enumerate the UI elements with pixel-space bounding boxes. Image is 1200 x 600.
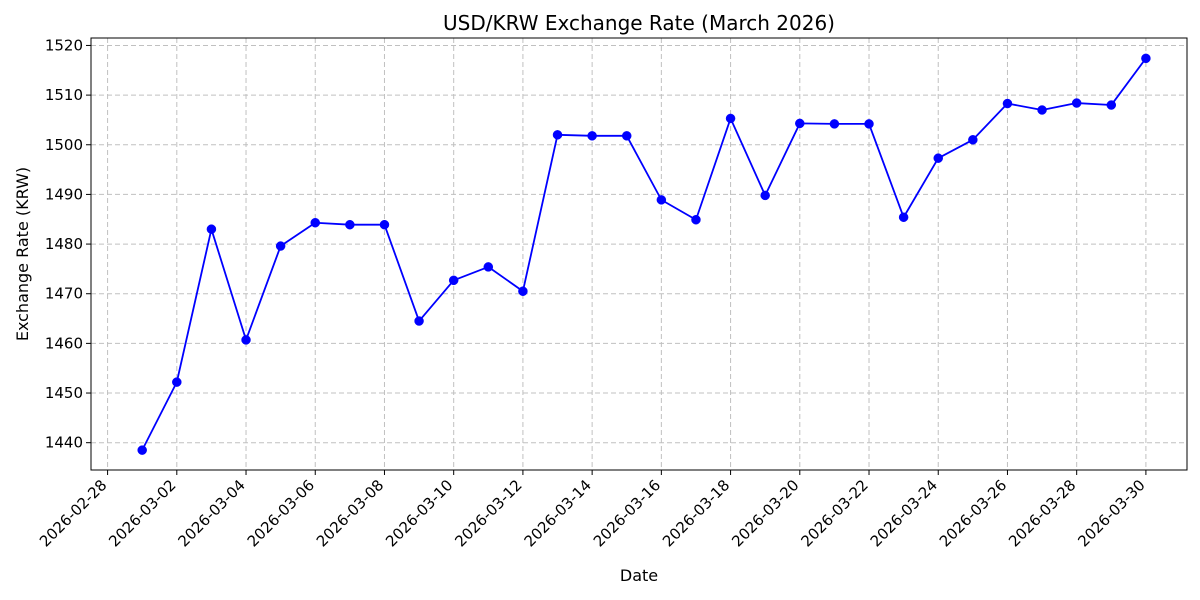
x-tick-label: 2026-03-06	[244, 476, 318, 550]
y-tick-label: 1510	[45, 86, 83, 104]
data-point	[898, 212, 909, 223]
plot-area-frame	[90, 37, 1188, 471]
data-point	[172, 377, 182, 387]
grid	[91, 38, 1187, 470]
y-tick-label: 1460	[45, 334, 83, 352]
data-point	[275, 241, 286, 251]
x-tick-label: 2026-03-24	[867, 476, 941, 550]
x-tick-label: 2026-03-08	[313, 476, 387, 550]
x-axis-title: Date	[620, 566, 658, 585]
data-point	[137, 445, 147, 455]
data-point	[1002, 98, 1013, 109]
data-point	[656, 195, 667, 205]
data-point	[552, 130, 563, 140]
data-point	[414, 316, 424, 326]
x-tick-label: 2026-02-28	[36, 476, 110, 550]
data-point	[483, 262, 494, 272]
x-tick-label: 2026-03-30	[1074, 476, 1148, 550]
data-point	[345, 219, 355, 230]
x-tick-label: 2026-03-02	[105, 476, 179, 550]
x-tick-label: 2026-03-14	[521, 476, 595, 550]
data-point	[310, 217, 320, 228]
data-point	[448, 275, 459, 286]
y-tick-label: 1500	[45, 136, 83, 154]
x-tick-label: 2026-03-20	[728, 476, 802, 550]
data-point	[760, 190, 770, 201]
y-axis-title: Exchange Rate (KRW)	[13, 167, 32, 341]
x-tick-label: 2026-03-12	[451, 476, 525, 550]
x-tick-label: 2026-03-18	[659, 476, 733, 550]
y-tick-label: 1480	[45, 235, 83, 253]
series-usd-krw	[137, 53, 1151, 455]
data-point	[1071, 98, 1082, 108]
chart-title: USD/KRW Exchange Rate (March 2026)	[443, 11, 835, 35]
data-point	[518, 286, 528, 296]
data-point	[933, 153, 943, 163]
y-axis: 1440 1450 1460 1470 1480 1490 1500 1510 1520	[45, 36, 91, 452]
x-tick-label: 2026-03-10	[382, 476, 456, 550]
x-tick-label: 2026-03-28	[1005, 476, 1079, 550]
data-point	[829, 119, 840, 129]
data-point	[241, 335, 251, 345]
data-point	[1037, 105, 1047, 115]
series-line	[141, 57, 1147, 451]
data-point	[1141, 53, 1151, 64]
y-tick-label: 1470	[45, 285, 83, 303]
data-point	[379, 219, 390, 230]
x-tick-label: 2026-03-04	[174, 476, 248, 550]
data-point	[621, 131, 632, 141]
data-point	[968, 135, 978, 145]
y-tick-label: 1450	[45, 384, 83, 402]
y-tick-label: 1520	[45, 36, 83, 54]
x-axis: 2026-02-282026-03-022026-03-042026-03-06…	[36, 470, 1149, 550]
y-tick-label: 1440	[45, 434, 83, 452]
data-point	[691, 214, 701, 225]
data-point	[795, 118, 805, 129]
y-tick-label: 1490	[45, 185, 83, 203]
data-point	[725, 113, 736, 124]
data-point	[864, 119, 874, 129]
data-point	[1106, 100, 1117, 110]
x-tick-label: 2026-03-26	[936, 476, 1010, 550]
data-point	[206, 224, 217, 234]
x-tick-label: 2026-03-16	[590, 476, 664, 550]
x-tick-label: 2026-03-22	[797, 476, 871, 550]
data-point	[587, 131, 597, 141]
